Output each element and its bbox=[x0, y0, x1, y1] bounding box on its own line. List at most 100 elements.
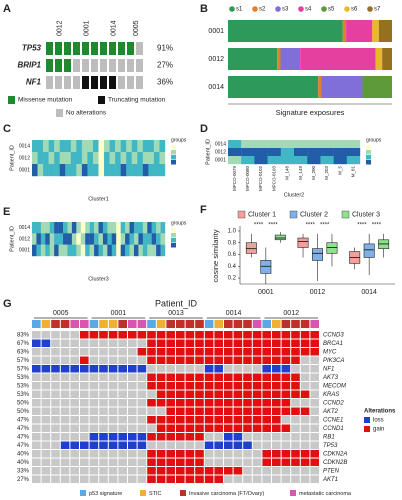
mutation-cell bbox=[100, 42, 107, 55]
sample-type-cell bbox=[128, 320, 137, 328]
alteration-cell bbox=[195, 399, 204, 407]
alteration-cell bbox=[166, 458, 175, 466]
alteration-cell bbox=[89, 441, 99, 449]
alteration-cell bbox=[128, 433, 137, 441]
heat-cell bbox=[333, 148, 347, 157]
heat-cell bbox=[37, 152, 44, 165]
alteration-cell bbox=[51, 382, 60, 390]
mutation-cell bbox=[118, 76, 125, 89]
heat-cell bbox=[71, 222, 77, 234]
heat-cell bbox=[67, 244, 73, 257]
heat-cell bbox=[129, 222, 135, 234]
panel-label: D bbox=[200, 123, 208, 135]
alteration-cell bbox=[300, 356, 310, 364]
legend-label: Missense mutation bbox=[18, 97, 73, 104]
alteration-cell bbox=[156, 390, 166, 398]
alteration-cell bbox=[118, 458, 127, 466]
alteration-cell bbox=[281, 416, 291, 424]
alteration-cell bbox=[137, 441, 147, 449]
panel-label: B bbox=[200, 3, 208, 15]
percent-label: 27% bbox=[157, 61, 173, 70]
alteration-cell bbox=[80, 416, 89, 424]
alteration-cell bbox=[243, 390, 252, 398]
percent-label: 91% bbox=[157, 44, 173, 53]
mutation-cell bbox=[118, 42, 125, 55]
alteration-cell bbox=[128, 356, 137, 364]
heat-cell bbox=[40, 233, 46, 245]
alteration-cell bbox=[310, 475, 319, 483]
alteration-cell bbox=[99, 382, 108, 390]
alteration-cell bbox=[41, 467, 51, 475]
alteration-cell bbox=[252, 356, 262, 364]
alteration-cell bbox=[60, 424, 70, 432]
gene-label: TP53 bbox=[323, 443, 338, 449]
alteration-cell bbox=[60, 416, 70, 424]
alteration-cell bbox=[41, 331, 51, 339]
x-axis-title: Cluster3 bbox=[88, 276, 108, 282]
alteration-cell bbox=[108, 441, 118, 449]
heat-cell bbox=[137, 164, 144, 177]
legend-label: s7 bbox=[374, 7, 381, 13]
alteration-cell bbox=[281, 467, 291, 475]
alteration-cell bbox=[233, 339, 243, 347]
heat-cell bbox=[76, 152, 83, 165]
alteration-cell bbox=[224, 475, 233, 483]
alteration-cell bbox=[89, 475, 99, 483]
alteration-cell bbox=[214, 458, 223, 466]
alteration-cell bbox=[272, 441, 281, 449]
alteration-cell bbox=[118, 407, 127, 415]
bar-segment bbox=[280, 48, 301, 70]
alteration-cell bbox=[60, 441, 70, 449]
alteration-cell bbox=[185, 424, 195, 432]
alteration-cell bbox=[89, 458, 99, 466]
alteration-cell bbox=[99, 441, 108, 449]
alteration-cell bbox=[147, 407, 156, 415]
alteration-cell bbox=[262, 382, 271, 390]
alteration-cell bbox=[272, 475, 281, 483]
alteration-cell bbox=[224, 348, 233, 356]
mutation-cell bbox=[55, 42, 62, 55]
alteration-cell bbox=[176, 331, 185, 339]
alteration-cell bbox=[300, 441, 310, 449]
heat-cell bbox=[32, 244, 37, 257]
heat-cell bbox=[54, 164, 60, 177]
alteration-cell bbox=[32, 416, 41, 424]
bar-segment bbox=[346, 20, 373, 42]
heat-cell bbox=[120, 152, 127, 165]
alteration-cell bbox=[118, 424, 127, 432]
alteration-cell bbox=[214, 407, 223, 415]
alteration-cell bbox=[176, 348, 185, 356]
alteration-cell bbox=[147, 339, 156, 347]
gene-label: BRIP1 bbox=[17, 61, 41, 70]
heat-cell bbox=[294, 140, 308, 149]
heat-cell bbox=[133, 222, 139, 234]
legend-swatch bbox=[171, 160, 176, 165]
alteration-cell bbox=[99, 399, 108, 407]
alteration-cell bbox=[108, 373, 118, 381]
legend-label: s2 bbox=[259, 7, 266, 13]
alteration-cell bbox=[262, 399, 271, 407]
alteration-cell bbox=[272, 373, 281, 381]
column-label: MPCO-0102 bbox=[258, 166, 263, 192]
legend-swatch bbox=[366, 160, 371, 165]
alteration-cell bbox=[281, 450, 291, 458]
heat-cell bbox=[120, 233, 126, 245]
heat-cell bbox=[45, 233, 50, 245]
heat-cell bbox=[80, 244, 86, 257]
heat-cell bbox=[76, 222, 81, 234]
panel-label: E bbox=[3, 206, 10, 218]
mutation-cell bbox=[127, 76, 134, 89]
heat-cell bbox=[333, 140, 347, 149]
alteration-cell bbox=[310, 433, 319, 441]
legend-swatch bbox=[180, 490, 186, 496]
percent-label: 53% bbox=[17, 375, 30, 381]
group-label: 0013 bbox=[168, 310, 184, 317]
gene-label: NF1 bbox=[26, 78, 42, 87]
alteration-cell bbox=[156, 424, 166, 432]
alteration-cell bbox=[41, 356, 51, 364]
alteration-cell bbox=[41, 365, 51, 373]
alteration-cell bbox=[128, 475, 137, 483]
alteration-cell bbox=[32, 475, 41, 483]
mutation-cell bbox=[64, 42, 71, 55]
